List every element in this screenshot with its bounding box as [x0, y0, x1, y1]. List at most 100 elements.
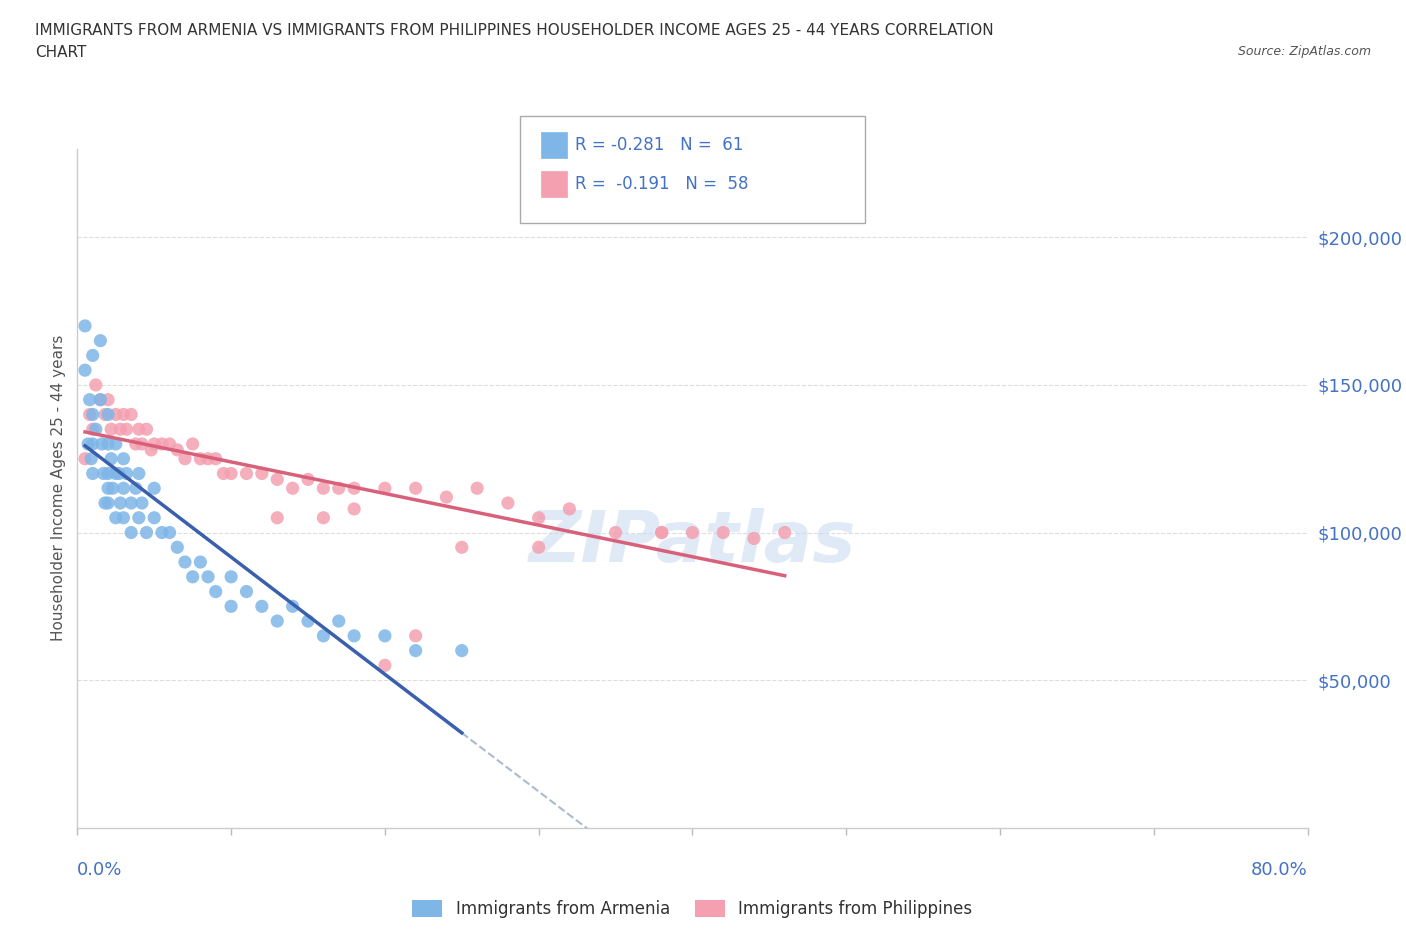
- Point: [89, 333, 111, 348]
- Point: [343, 481, 366, 496]
- Point: [84, 422, 107, 437]
- Point: [108, 466, 131, 481]
- Point: [235, 584, 257, 599]
- Point: [174, 451, 197, 466]
- Point: [682, 525, 704, 540]
- Point: [558, 501, 581, 516]
- Point: [405, 629, 427, 644]
- Point: [181, 436, 204, 451]
- Text: R =  -0.191   N =  58: R = -0.191 N = 58: [575, 175, 748, 193]
- Point: [297, 472, 319, 486]
- Point: [115, 422, 138, 437]
- Point: [436, 490, 458, 505]
- Point: [266, 614, 288, 629]
- Point: [90, 436, 114, 451]
- Point: [312, 511, 335, 525]
- Point: [100, 422, 122, 437]
- Point: [281, 481, 304, 496]
- Point: [131, 496, 153, 511]
- Text: CHART: CHART: [35, 45, 87, 60]
- Point: [131, 436, 153, 451]
- Point: [166, 443, 188, 458]
- Point: [527, 511, 550, 525]
- Point: [135, 525, 157, 540]
- Point: [82, 466, 104, 481]
- Point: [312, 481, 335, 496]
- Text: ZIPatlas: ZIPatlas: [529, 508, 856, 577]
- Point: [128, 511, 150, 525]
- Point: [97, 436, 120, 451]
- Point: [266, 511, 288, 525]
- Point: [73, 451, 96, 466]
- Point: [312, 629, 335, 644]
- Point: [297, 614, 319, 629]
- Point: [125, 481, 148, 496]
- Point: [374, 481, 396, 496]
- Point: [343, 629, 366, 644]
- Point: [120, 496, 142, 511]
- Point: [125, 436, 148, 451]
- Point: [73, 318, 96, 333]
- Text: 0.0%: 0.0%: [77, 860, 122, 879]
- Point: [79, 407, 101, 422]
- Point: [93, 466, 115, 481]
- Point: [150, 436, 173, 451]
- Point: [112, 451, 135, 466]
- Point: [97, 496, 120, 511]
- Point: [120, 407, 142, 422]
- Point: [281, 599, 304, 614]
- Point: [465, 481, 488, 496]
- Text: IMMIGRANTS FROM ARMENIA VS IMMIGRANTS FROM PHILIPPINES HOUSEHOLDER INCOME AGES 2: IMMIGRANTS FROM ARMENIA VS IMMIGRANTS FR…: [35, 23, 994, 38]
- Point: [197, 451, 219, 466]
- Point: [94, 496, 117, 511]
- Point: [405, 644, 427, 658]
- Point: [79, 392, 101, 407]
- Point: [212, 466, 235, 481]
- Point: [89, 392, 111, 407]
- Point: [100, 451, 122, 466]
- Point: [80, 451, 103, 466]
- Point: [84, 378, 107, 392]
- Point: [112, 481, 135, 496]
- Point: [110, 496, 132, 511]
- Point: [97, 392, 120, 407]
- Point: [112, 407, 135, 422]
- Point: [104, 407, 127, 422]
- Point: [97, 407, 120, 422]
- Point: [250, 466, 273, 481]
- Point: [219, 599, 242, 614]
- Point: [104, 511, 127, 525]
- Point: [188, 451, 212, 466]
- Point: [204, 451, 226, 466]
- Point: [343, 501, 366, 516]
- Point: [374, 629, 396, 644]
- Point: [374, 658, 396, 672]
- Point: [651, 525, 673, 540]
- Point: [104, 436, 127, 451]
- Point: [128, 422, 150, 437]
- Point: [97, 466, 120, 481]
- Legend: Immigrants from Armenia, Immigrants from Philippines: Immigrants from Armenia, Immigrants from…: [406, 893, 979, 924]
- Point: [82, 348, 104, 363]
- Point: [496, 496, 519, 511]
- Point: [166, 539, 188, 554]
- Point: [82, 407, 104, 422]
- Point: [82, 422, 104, 437]
- Point: [181, 569, 204, 584]
- Point: [82, 436, 104, 451]
- Point: [112, 511, 135, 525]
- Point: [101, 481, 124, 496]
- Point: [159, 436, 181, 451]
- Y-axis label: Householder Income Ages 25 - 44 years: Householder Income Ages 25 - 44 years: [51, 335, 66, 642]
- Point: [143, 436, 166, 451]
- Point: [266, 472, 288, 486]
- Point: [405, 481, 427, 496]
- Point: [159, 525, 181, 540]
- Point: [141, 443, 163, 458]
- Text: R = -0.281   N =  61: R = -0.281 N = 61: [575, 136, 744, 154]
- Point: [143, 481, 166, 496]
- Point: [197, 569, 219, 584]
- Point: [450, 539, 472, 554]
- Point: [73, 363, 96, 378]
- Point: [77, 436, 100, 451]
